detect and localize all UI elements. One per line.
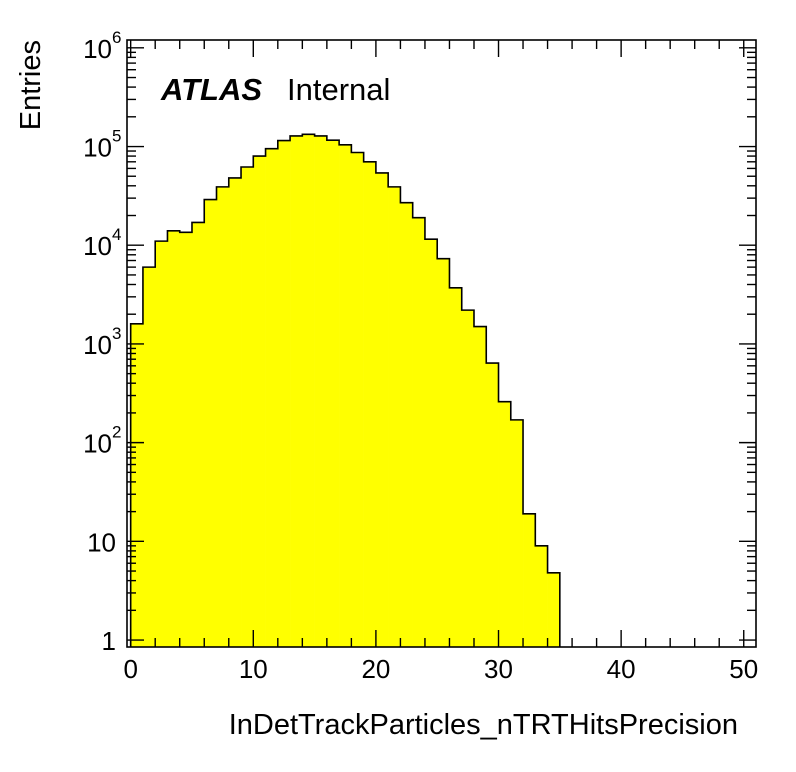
histogram-bin [314,135,328,648]
histogram-bin [351,152,364,648]
histogram-bin [155,241,168,647]
atlas-logo-text: ATLAS [160,72,262,107]
y-tick-exponent: 5 [112,127,121,146]
y-tick-exponent: 3 [112,324,121,343]
y-tick-label: 1 [102,626,116,656]
histogram-bin [547,572,561,647]
y-tick-exponent: 2 [112,423,121,442]
x-tick-label: 0 [123,654,137,684]
histogram-bin [400,202,413,647]
histogram-bin [535,545,548,647]
histogram-bin [290,135,303,648]
x-tick-labels: 0 10 20 30 40 50 [123,654,758,684]
histogram-bin [424,239,438,647]
axis-ticks [127,40,756,647]
histogram-bin [204,199,217,647]
histogram-bin [523,513,536,647]
y-tick-label: 10 [87,527,116,557]
x-tick-label: 20 [361,654,390,684]
histogram-bin [302,134,315,648]
histogram-outline [129,133,561,647]
histogram-bin [167,230,181,647]
histogram-bin [412,217,426,647]
y-tick-label: 10 [83,34,112,64]
histogram-bin [388,186,401,647]
y-axis-title: Entries [15,40,47,130]
histogram-bin [142,267,156,647]
histogram-bin [130,323,144,647]
histogram-bin [486,363,499,647]
histogram-bin [277,140,291,647]
histogram-bin [461,310,475,647]
histogram-bin [241,167,254,647]
histogram-bin [265,148,279,648]
x-tick-label: 10 [239,654,268,684]
histogram-bars [130,134,561,648]
plot-frame [126,39,757,648]
histogram-bin [375,172,389,648]
histogram-bin [449,287,463,647]
y-tick-label: 10 [83,330,112,360]
histogram-bin [473,326,487,647]
y-tick-label: 10 [83,231,112,261]
histogram-bin [437,258,450,647]
histogram-bin [228,177,242,647]
histogram-bin [363,161,377,647]
y-tick-exponent: 6 [112,28,121,47]
histogram-bin [191,222,205,647]
histogram-bin [216,186,230,647]
histogram-bin [326,140,340,647]
atlas-status-text: Internal [287,72,390,107]
histogram-bin [510,419,524,647]
y-tick-label: 10 [83,133,112,163]
x-tick-label: 40 [607,654,636,684]
y-tick-exponent: 4 [112,225,121,244]
histogram-bin [179,232,193,647]
x-tick-label: 30 [484,654,513,684]
x-tick-label: 50 [729,654,758,684]
histogram-bin [339,144,352,647]
x-axis-title: InDetTrackParticles_nTRTHitsPrecision [229,709,738,741]
histogram-bin [498,401,512,647]
histogram-bin [253,156,266,647]
y-tick-label: 10 [83,429,112,459]
